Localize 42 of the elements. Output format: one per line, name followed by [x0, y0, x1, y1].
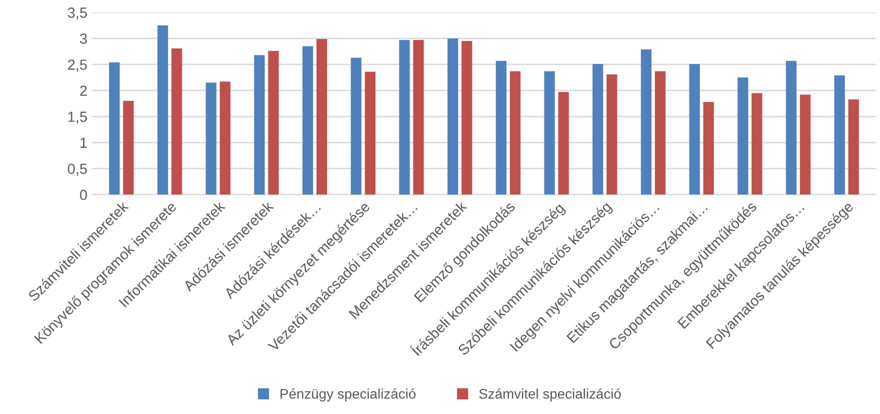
y-tick-label: 1,5: [68, 112, 87, 124]
legend-label: Számvitel specializáció: [479, 388, 621, 402]
y-tick-label: 0,5: [68, 164, 87, 176]
bar: [689, 64, 700, 195]
bar: [448, 38, 458, 195]
y-tick-label: 2,5: [68, 60, 87, 72]
y-tick-label: 3,5: [68, 8, 87, 20]
bar: [462, 41, 472, 195]
bar: [654, 71, 666, 195]
bar: [350, 58, 362, 195]
bar: [220, 82, 230, 195]
bar: [640, 49, 652, 195]
bar: [558, 92, 569, 195]
bar: [268, 50, 279, 195]
bar: [738, 77, 748, 195]
bar: [302, 46, 314, 195]
bar: [800, 94, 811, 195]
bar: [786, 60, 797, 195]
bar: [206, 82, 216, 195]
bar: [316, 38, 328, 195]
bar: [364, 72, 376, 195]
bar: [171, 48, 182, 195]
bar: [510, 71, 520, 195]
y-tick-label: 1: [80, 138, 87, 148]
bar: [496, 60, 506, 195]
bar: [123, 100, 134, 195]
bar: [109, 62, 120, 195]
bar: [848, 99, 859, 195]
y-tick-label: 0: [80, 190, 87, 200]
bar: [413, 40, 424, 195]
y-tick-label: 3: [80, 34, 87, 44]
legend-label: Pénzügy specializáció: [280, 388, 416, 402]
bar: [399, 40, 410, 195]
bar: [606, 74, 618, 195]
bar: [592, 64, 604, 195]
bar: [157, 25, 168, 195]
y-tick-label: 2: [80, 86, 87, 96]
bar: [834, 75, 845, 195]
bar: [752, 93, 762, 195]
bar: [544, 71, 555, 195]
bar: [254, 55, 265, 195]
bar: [703, 102, 714, 195]
